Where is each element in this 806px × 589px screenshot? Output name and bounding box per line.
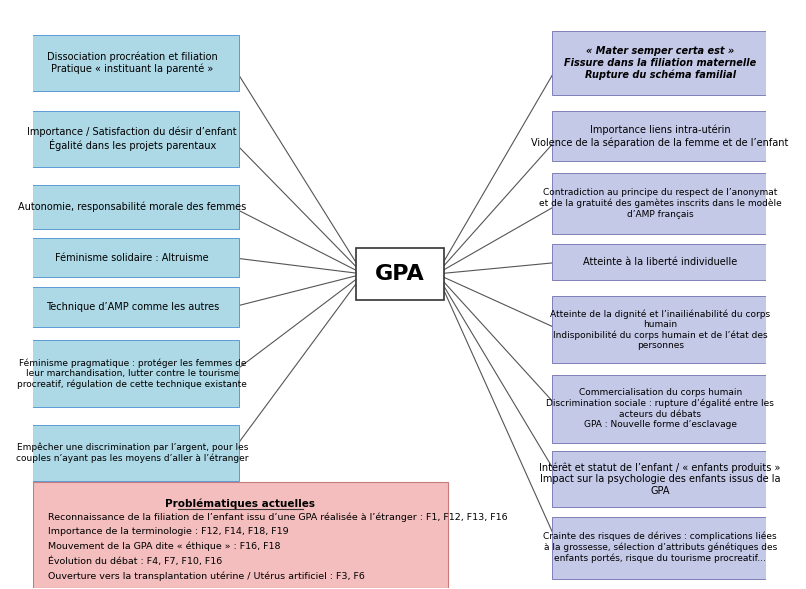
FancyBboxPatch shape [552, 451, 768, 507]
Text: Crainte des risques de dérives : complications liées
à la grossesse, sélection d: Crainte des risques de dérives : complic… [543, 532, 777, 564]
Text: Féminisme pragmatique : protéger les femmes de
leur marchandisation, lutter cont: Féminisme pragmatique : protéger les fem… [18, 358, 247, 389]
FancyBboxPatch shape [33, 482, 447, 588]
Text: Reconnaissance de la filiation de l’enfant issu d’une GPA réalisée à l’étranger : Reconnaissance de la filiation de l’enfa… [48, 512, 508, 522]
FancyBboxPatch shape [552, 375, 768, 442]
Text: GPA: GPA [375, 264, 425, 284]
Text: Atteinte de la dignité et l’inailiénabilité du corps
humain
Indisponibilité du c: Atteinte de la dignité et l’inailiénabil… [550, 309, 771, 350]
FancyBboxPatch shape [552, 296, 768, 363]
Text: « Mater semper certa est »
Fissure dans la filiation maternelle
Rupture du schém: « Mater semper certa est » Fissure dans … [564, 46, 756, 80]
FancyBboxPatch shape [552, 244, 768, 280]
FancyBboxPatch shape [552, 517, 768, 578]
FancyBboxPatch shape [26, 425, 239, 481]
FancyBboxPatch shape [26, 184, 239, 229]
FancyBboxPatch shape [26, 111, 239, 167]
Text: Intérêt et statut de l’enfant / « enfants produits »
Impact sur la psychologie d: Intérêt et statut de l’enfant / « enfant… [539, 462, 781, 496]
Text: Atteinte à la liberté individuelle: Atteinte à la liberté individuelle [583, 257, 737, 267]
FancyBboxPatch shape [552, 31, 768, 95]
Text: Problématiques actuelles: Problématiques actuelles [165, 498, 315, 509]
Text: Évolution du débat : F4, F7, F10, F16: Évolution du débat : F4, F7, F10, F16 [48, 557, 222, 566]
FancyBboxPatch shape [26, 35, 239, 91]
FancyBboxPatch shape [356, 247, 444, 300]
FancyBboxPatch shape [26, 237, 239, 277]
Text: Mouvement de la GPA dite « éthique » : F16, F18: Mouvement de la GPA dite « éthique » : F… [48, 542, 280, 551]
FancyBboxPatch shape [552, 173, 768, 234]
Text: Importance / Satisfaction du désir d’enfant
Égalité dans les projets parentaux: Importance / Satisfaction du désir d’enf… [27, 127, 237, 151]
FancyBboxPatch shape [26, 340, 239, 408]
Text: Ouverture vers la transplantation utérine / Utérus artificiel : F3, F6: Ouverture vers la transplantation utérin… [48, 571, 365, 581]
FancyBboxPatch shape [552, 111, 768, 161]
Text: Autonomie, responsabilité morale des femmes: Autonomie, responsabilité morale des fem… [19, 201, 247, 212]
FancyBboxPatch shape [26, 287, 239, 327]
Text: Technique d’AMP comme les autres: Technique d’AMP comme les autres [46, 302, 219, 312]
Text: Féminisme solidaire : Altruisme: Féminisme solidaire : Altruisme [56, 253, 209, 263]
Text: Commercialisation du corps humain
Discrimination sociale : rupture d’égalité ent: Commercialisation du corps humain Discri… [546, 388, 774, 429]
Text: Importance liens intra-utérin
Violence de la séparation de la femme et de l’enfa: Importance liens intra-utérin Violence d… [531, 125, 789, 148]
Text: Empêcher une discrimination par l’argent, pour les
couples n’ayant pas les moyen: Empêcher une discrimination par l’argent… [16, 442, 248, 463]
Text: Contradiction au principe du respect de l’anonymat
et de la gratuité des gamètes: Contradiction au principe du respect de … [538, 188, 782, 219]
Text: Importance de la terminologie : F12, F14, F18, F19: Importance de la terminologie : F12, F14… [48, 527, 289, 536]
Text: Dissociation procréation et filiation
Pratique « instituant la parenté »: Dissociation procréation et filiation Pr… [47, 52, 218, 74]
